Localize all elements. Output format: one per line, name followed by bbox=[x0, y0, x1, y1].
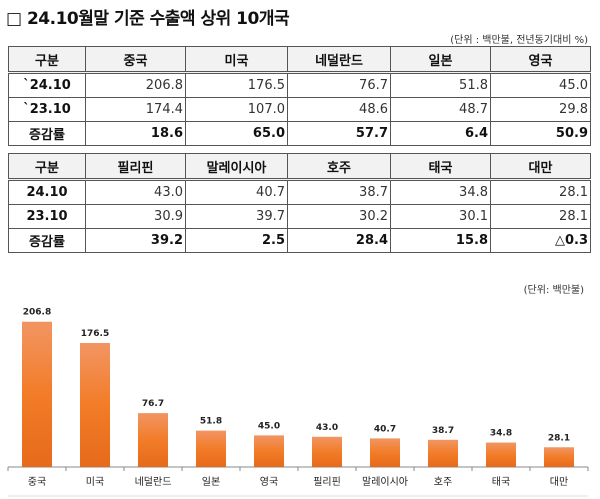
header-category: 구분 bbox=[8, 153, 86, 181]
table-cell: 15.8 bbox=[390, 228, 491, 253]
table-header-row: 구분 중국 미국 네덜란드 일본 영국 bbox=[8, 46, 591, 74]
table-cell: 48.6 bbox=[287, 97, 391, 122]
table-cell: 30.2 bbox=[287, 204, 391, 229]
table-unit-note: (단위 : 백만불, 전년동기대비 %) bbox=[450, 35, 588, 46]
data-label: 176.5 bbox=[81, 329, 109, 339]
table-cell: 38.7 bbox=[287, 179, 391, 205]
table-cell: 65.0 bbox=[185, 121, 288, 146]
export-table-1: 구분 중국 미국 네덜란드 일본 영국 `24.10 206.8 176.5 76.7 51.8 45… bbox=[8, 46, 591, 146]
category-label: 중국 bbox=[28, 476, 46, 488]
header-country: 말레이시아 bbox=[185, 153, 288, 181]
row-label: 증감률 bbox=[8, 121, 86, 146]
row-label: 23.10 bbox=[8, 204, 86, 229]
export-bar-chart: 206.8 중국 176.5 미국 76.7 네덜란드 51.8 일본 45.0 영국 43.0 필리… bbox=[7, 308, 589, 497]
export-table-2: 구분 필리핀 말레이시아 호주 태국 대만 24.10 43.0 40.7 38.7 34.8 28.… bbox=[8, 153, 591, 253]
chart-unit-note: (단위: 백만불) bbox=[523, 285, 584, 296]
category-label: 태국 bbox=[492, 476, 510, 488]
bar bbox=[254, 435, 284, 467]
table-header-row: 구분 필리핀 말레이시아 호주 태국 대만 bbox=[8, 153, 591, 181]
bar bbox=[312, 436, 342, 467]
table-cell: 45.0 bbox=[490, 72, 591, 98]
table-row: 증감률 39.2 2.5 28.4 15.8 △0.3 bbox=[8, 228, 591, 253]
bar bbox=[428, 439, 458, 467]
table-cell: 39.7 bbox=[185, 204, 288, 229]
data-label: 45.0 bbox=[258, 421, 280, 431]
table-cell: 51.8 bbox=[390, 72, 491, 98]
table-cell: 2.5 bbox=[185, 228, 288, 253]
header-country: 영국 bbox=[490, 46, 591, 74]
header-country: 호주 bbox=[287, 153, 391, 181]
header-country: 미국 bbox=[185, 46, 288, 74]
table-row: 증감률 18.6 65.0 57.7 6.4 50.9 bbox=[8, 121, 591, 146]
category-label: 영국 bbox=[260, 476, 278, 488]
table-cell: 28.1 bbox=[490, 204, 591, 229]
table-cell: 48.7 bbox=[390, 97, 491, 122]
table-cell: 176.5 bbox=[185, 72, 288, 98]
table-cell: 76.7 bbox=[287, 72, 391, 98]
bar bbox=[486, 442, 516, 467]
category-label: 호주 bbox=[434, 476, 452, 488]
table-cell: 107.0 bbox=[185, 97, 288, 122]
row-label: `24.10 bbox=[8, 72, 86, 98]
page-title: □ 24.10월말 기준 수출액 상위 10개국 bbox=[6, 9, 290, 29]
table-cell: 30.1 bbox=[390, 204, 491, 229]
table-cell: 34.8 bbox=[390, 179, 491, 205]
table-cell: 39.2 bbox=[85, 228, 186, 253]
table-row: 24.10 43.0 40.7 38.7 34.8 28.1 bbox=[8, 179, 591, 205]
category-label: 미국 bbox=[86, 476, 104, 488]
table-cell: △0.3 bbox=[490, 228, 591, 253]
header-country: 일본 bbox=[390, 46, 491, 74]
data-label: 76.7 bbox=[142, 399, 164, 409]
data-label: 38.7 bbox=[432, 426, 454, 436]
data-label: 206.8 bbox=[23, 308, 51, 318]
table-cell: 206.8 bbox=[85, 72, 186, 98]
bar bbox=[370, 438, 400, 467]
category-label: 말레이시아 bbox=[362, 476, 408, 488]
header-country: 네덜란드 bbox=[287, 46, 391, 74]
header-country: 중국 bbox=[85, 46, 186, 74]
category-label: 일본 bbox=[202, 476, 220, 488]
header-country: 태국 bbox=[390, 153, 491, 181]
table-cell: 30.9 bbox=[85, 204, 186, 229]
table-cell: 29.8 bbox=[490, 97, 591, 122]
bar bbox=[22, 321, 52, 467]
header-category: 구분 bbox=[8, 46, 86, 74]
table-cell: 43.0 bbox=[85, 179, 186, 205]
data-label: 28.1 bbox=[548, 433, 570, 443]
table-row: `24.10 206.8 176.5 76.7 51.8 45.0 bbox=[8, 72, 591, 98]
table-cell: 57.7 bbox=[287, 121, 391, 146]
bar bbox=[80, 342, 110, 467]
data-label: 34.8 bbox=[490, 429, 512, 439]
data-label: 43.0 bbox=[316, 423, 338, 433]
header-country: 대만 bbox=[490, 153, 591, 181]
table-cell: 50.9 bbox=[490, 121, 591, 146]
bar bbox=[544, 447, 574, 467]
bar bbox=[196, 430, 226, 467]
category-label: 대만 bbox=[550, 476, 568, 488]
table-cell: 28.4 bbox=[287, 228, 391, 253]
category-label: 네덜란드 bbox=[135, 476, 172, 488]
table-cell: 40.7 bbox=[185, 179, 288, 205]
row-label: 증감률 bbox=[8, 228, 86, 253]
row-label: 24.10 bbox=[8, 179, 86, 205]
bar bbox=[138, 413, 168, 467]
data-label: 51.8 bbox=[200, 417, 222, 427]
table-cell: 6.4 bbox=[390, 121, 491, 146]
row-label: `23.10 bbox=[8, 97, 86, 122]
table-row: 23.10 30.9 39.7 30.2 30.1 28.1 bbox=[8, 204, 591, 229]
table-cell: 28.1 bbox=[490, 179, 591, 205]
table-row: `23.10 174.4 107.0 48.6 48.7 29.8 bbox=[8, 97, 591, 122]
category-label: 필리핀 bbox=[313, 476, 341, 488]
table-cell: 174.4 bbox=[85, 97, 186, 122]
table-cell: 18.6 bbox=[85, 121, 186, 146]
header-country: 필리핀 bbox=[85, 153, 186, 181]
data-label: 40.7 bbox=[374, 424, 396, 434]
